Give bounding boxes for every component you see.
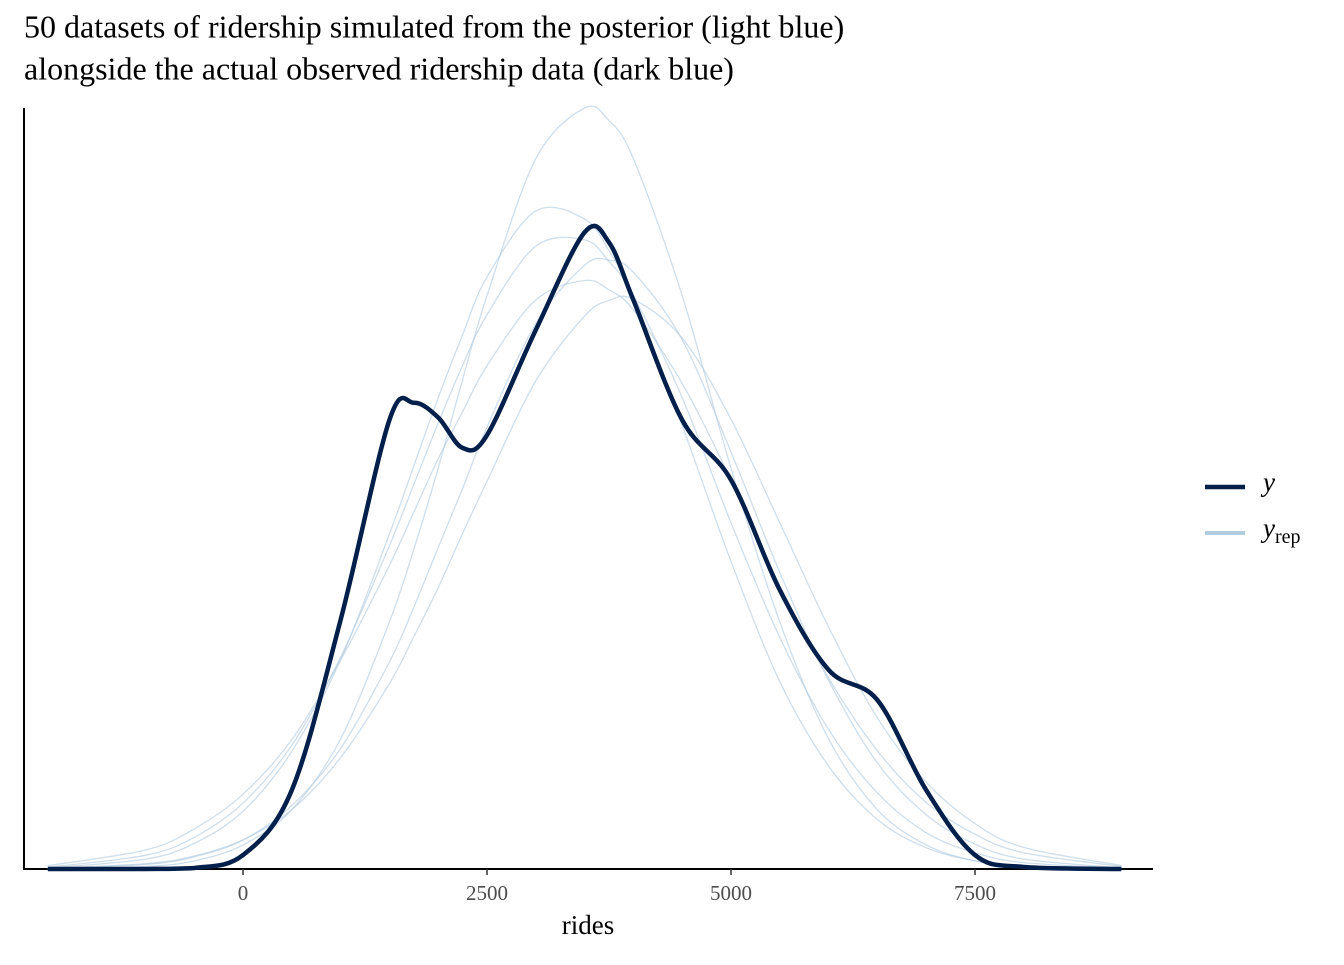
replicate-density-line	[47, 257, 1122, 870]
replicate-density-line	[47, 279, 1122, 868]
x-tick-label: 0	[238, 881, 249, 905]
legend-name: y	[1260, 467, 1275, 497]
legend-name: y	[1260, 513, 1275, 543]
x-tick-label: 7500	[954, 881, 996, 905]
legend-label: yrep	[1260, 513, 1301, 547]
x-tick-label: 5000	[710, 881, 752, 905]
legend-label: y	[1260, 467, 1275, 497]
replicate-density-line	[47, 206, 1122, 870]
chart-title: alongside the actual observed ridership …	[24, 50, 734, 86]
x-tick-label: 2500	[466, 881, 508, 905]
observed-density-line	[47, 223, 1122, 872]
replicate-density-line	[47, 295, 1122, 870]
legend-subscript: rep	[1275, 526, 1301, 548]
x-axis-label: rides	[562, 910, 614, 940]
replicate-density-line	[47, 236, 1122, 869]
replicate-density-line	[47, 105, 1122, 870]
chart-title: 50 datasets of ridership simulated from …	[24, 8, 844, 44]
